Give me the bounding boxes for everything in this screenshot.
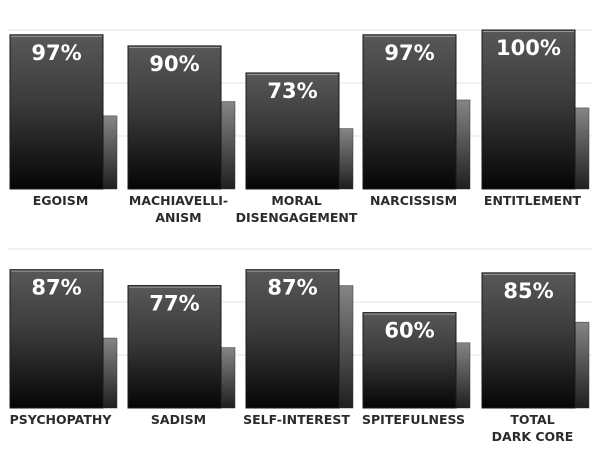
category-label: PSYCHOPATHY — [10, 412, 113, 427]
bars — [9, 29, 590, 409]
comparison-bar — [219, 347, 236, 409]
comparison-bar — [219, 101, 236, 190]
category-label: SELF-INTEREST — [243, 412, 350, 427]
comparison-bar — [573, 107, 590, 190]
category-label: EGOISM — [33, 193, 89, 208]
score-bar — [362, 34, 457, 190]
category-label: SPITEFULNESS — [362, 412, 465, 427]
score-bar — [9, 269, 104, 409]
value-label: 73% — [267, 79, 317, 103]
score-bar — [245, 72, 340, 190]
comparison-bar — [101, 337, 118, 409]
comparison-bar — [454, 99, 471, 190]
value-label: 87% — [31, 276, 81, 300]
value-label: 97% — [31, 41, 81, 65]
value-label: 100% — [496, 36, 561, 60]
comparison-bar — [337, 128, 354, 190]
comparison-bar — [337, 285, 354, 409]
score-bar — [127, 285, 222, 409]
value-label: 87% — [267, 276, 317, 300]
score-bar — [362, 312, 457, 409]
comparison-bar — [573, 321, 590, 409]
score-bar — [245, 269, 340, 409]
score-bar — [481, 29, 576, 190]
category-label: SADISM — [151, 412, 206, 427]
value-label: 85% — [503, 279, 553, 303]
value-label: 77% — [149, 292, 199, 316]
comparison-bar — [454, 342, 471, 409]
score-bar — [127, 45, 222, 190]
category-label: MORAL DISENGAGEMENT — [236, 193, 358, 225]
category-label: MACHIAVELLI-ANISM — [129, 193, 228, 225]
category-label: NARCISSISM — [370, 193, 457, 208]
score-bar — [9, 34, 104, 190]
score-bar — [481, 272, 576, 409]
category-label: ENTITLEMENT — [484, 193, 582, 208]
value-label: 90% — [149, 52, 199, 76]
value-label: 60% — [384, 319, 434, 343]
labels: 97% EGOISM 90% MACHIAVELLI-ANISM 73% MORAL DIS… — [10, 36, 582, 444]
comparison-bar — [101, 115, 118, 190]
value-label: 97% — [384, 41, 434, 65]
category-label: TOTAL DARK CORE — [492, 412, 574, 444]
